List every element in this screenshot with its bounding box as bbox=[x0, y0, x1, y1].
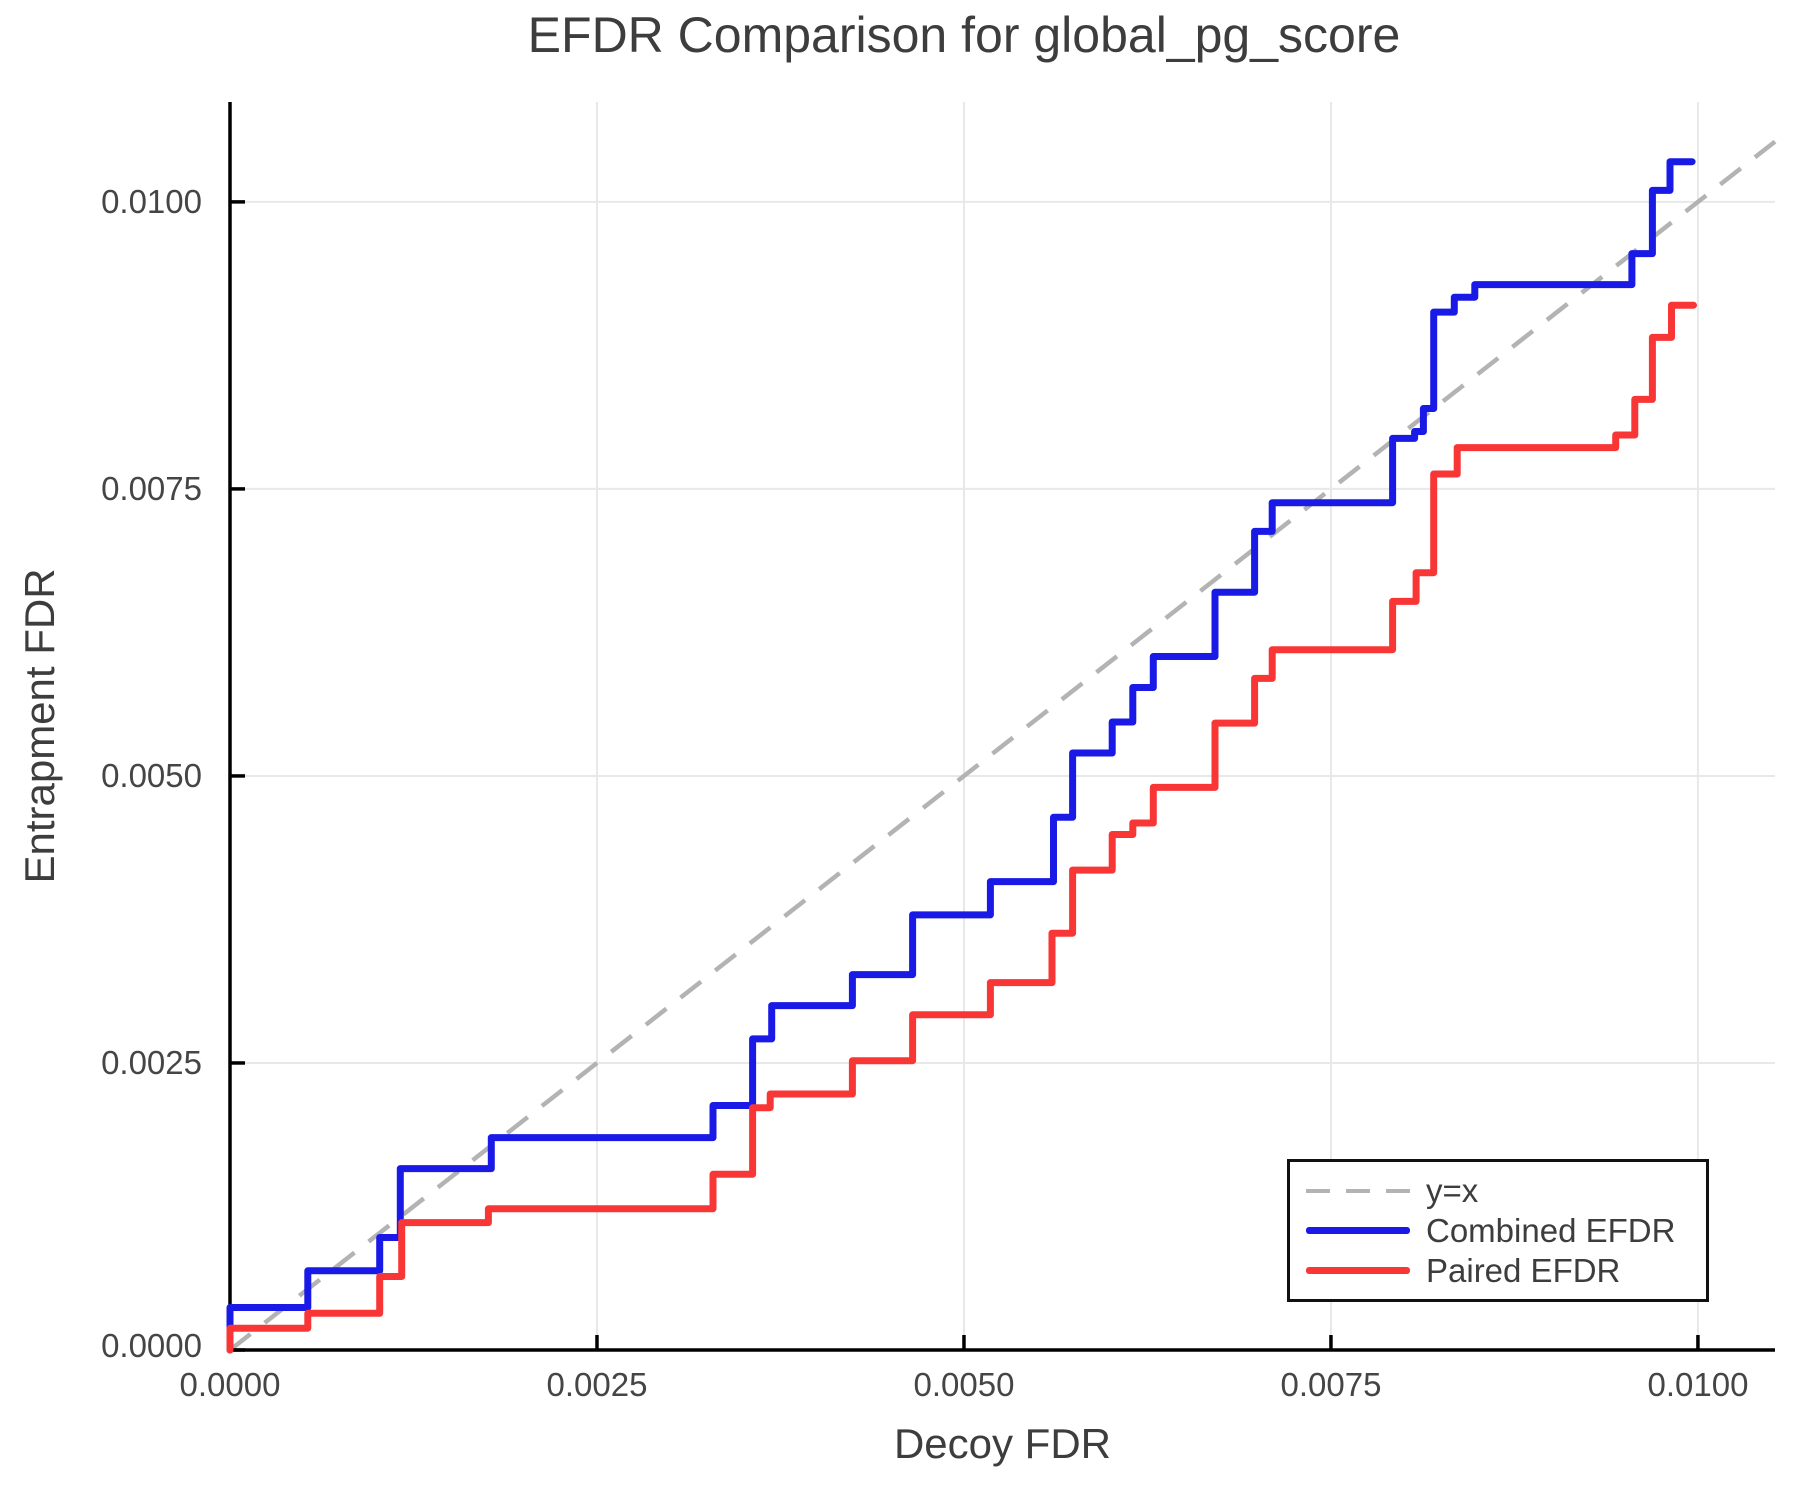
legend-entry-identity: y=x bbox=[1306, 1172, 1706, 1209]
legend-label: Combined EFDR bbox=[1426, 1212, 1676, 1249]
legend-label: y=x bbox=[1426, 1172, 1479, 1209]
combined-line-sample bbox=[1306, 1227, 1410, 1234]
x-tick-label: 0.0000 bbox=[179, 1366, 281, 1403]
y-tick-label: 0.0075 bbox=[101, 470, 202, 507]
legend-entry-combined: Combined EFDR bbox=[1306, 1212, 1706, 1249]
x-tick-label: 0.0025 bbox=[546, 1366, 648, 1403]
y-tick-label: 0.0025 bbox=[101, 1044, 202, 1081]
y-axis-label: Entrapment FDR bbox=[16, 568, 63, 884]
x-tick-label: 0.0100 bbox=[1647, 1366, 1749, 1403]
y-tick-label: 0.0050 bbox=[101, 757, 202, 794]
chart-title: EFDR Comparison for global_pg_score bbox=[527, 7, 1401, 63]
legend: y=x Combined EFDR Paired EFDR bbox=[1287, 1159, 1709, 1302]
legend-entry-paired: Paired EFDR bbox=[1306, 1252, 1706, 1289]
x-tick-label: 0.0050 bbox=[913, 1366, 1015, 1403]
identity-line-sample bbox=[1306, 1188, 1410, 1193]
y-tick-label: 0.0000 bbox=[101, 1327, 202, 1364]
x-axis-label: Decoy FDR bbox=[893, 1420, 1112, 1467]
x-tick-label: 0.0075 bbox=[1280, 1366, 1382, 1403]
paired-line-sample bbox=[1306, 1267, 1410, 1274]
y-tick-label: 0.0100 bbox=[101, 183, 202, 220]
legend-label: Paired EFDR bbox=[1426, 1252, 1621, 1289]
